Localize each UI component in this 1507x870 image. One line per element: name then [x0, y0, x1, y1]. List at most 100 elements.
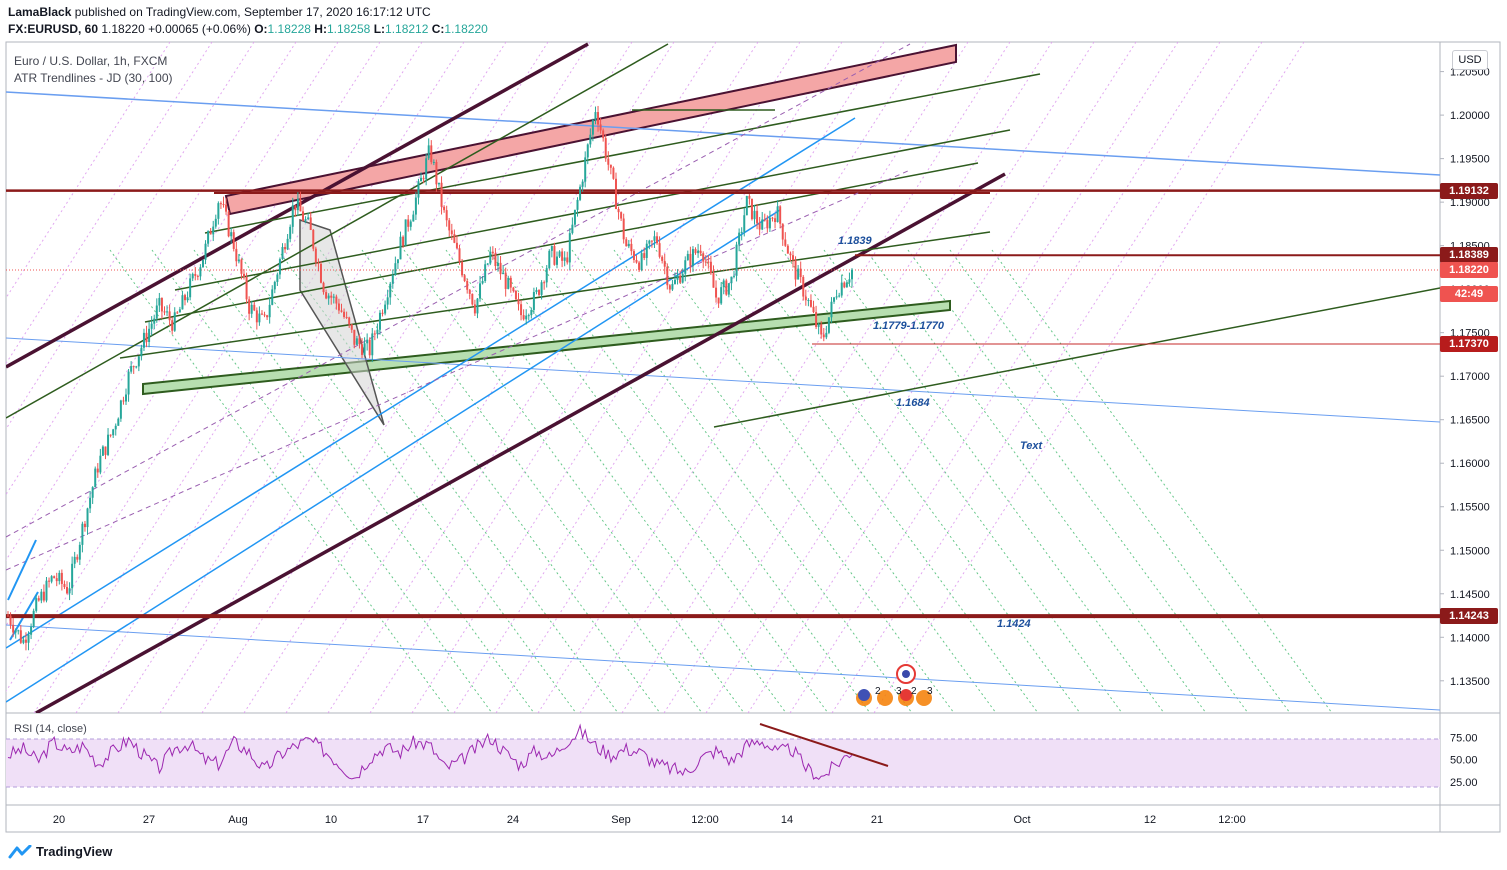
main-pane[interactable]: 1.1839 1.1779-1.1770 1.1684 Text 1.1424 2 3 …	[0, 42, 1440, 713]
fan-line-green	[403, 249, 745, 713]
candle-body	[196, 275, 199, 277]
candle-body	[614, 178, 617, 210]
candle-body	[807, 300, 810, 302]
candle-body	[558, 251, 561, 257]
candle-body	[851, 269, 853, 280]
candle-body	[579, 186, 582, 200]
rsi-divergence-line	[759, 723, 889, 767]
candle-body	[848, 279, 851, 283]
candle-body	[337, 303, 340, 311]
trendline	[713, 287, 1440, 428]
candle-body	[37, 598, 40, 601]
candle-body	[704, 261, 707, 263]
candle-body	[648, 240, 651, 244]
candle-body	[255, 310, 258, 323]
candle-body	[738, 232, 741, 245]
candle-body	[101, 446, 104, 456]
candle-body	[112, 429, 115, 436]
candle-body	[509, 277, 512, 288]
price-axis[interactable]: 1.205001.200001.195001.190001.185001.180…	[1440, 67, 1490, 688]
rsi-pane[interactable]	[6, 723, 1440, 788]
candle-body	[520, 304, 523, 316]
fan-line-green	[823, 249, 1165, 713]
candle-body	[425, 158, 428, 180]
rsi-title[interactable]: RSI (14, close)	[14, 723, 87, 735]
earnings-flags-icon[interactable]: 2 3 2 3	[856, 686, 933, 706]
event-markers[interactable]: 2 3 2 3	[856, 664, 933, 706]
candle-body	[430, 145, 433, 163]
candle-body	[19, 630, 22, 643]
candle-body	[53, 576, 56, 579]
candle-body	[822, 334, 825, 338]
annotation-label: 1.1839	[838, 235, 873, 247]
fan-line-magenta	[747, 42, 1179, 713]
candle-body	[150, 323, 153, 329]
currency-badge[interactable]: USD	[1452, 50, 1488, 70]
rsi-axis[interactable]: 75.00 50.00 25.00	[1450, 732, 1478, 789]
chart-title: Euro / U.S. Dollar, 1h, FXCM	[14, 54, 168, 68]
indicator-title[interactable]: ATR Trendlines - JD (30, 100)	[14, 71, 173, 85]
candle-body	[843, 282, 846, 288]
candle-body	[486, 263, 489, 265]
candle-body	[507, 277, 510, 289]
time-axis[interactable]: 20 27 Aug 10 17 24 Sep 12:00 14 21 Oct 12 12:00	[53, 814, 1246, 826]
candle-body	[409, 221, 412, 227]
candle-body	[468, 289, 471, 294]
candle-body	[512, 287, 515, 291]
candle-body	[532, 292, 535, 310]
candle-body	[645, 243, 648, 258]
fan-line-green	[865, 249, 1207, 713]
rsi-tick-label: 75.00	[1450, 732, 1478, 744]
candle-body	[607, 158, 610, 165]
publisher-name[interactable]: LamaBlack	[8, 5, 72, 19]
candle-body	[14, 630, 17, 633]
candle-body	[722, 280, 725, 288]
price-label: 1.18220	[1440, 262, 1498, 279]
candle-body	[66, 587, 69, 594]
price-label: 1.19132	[1440, 182, 1498, 199]
candle-body	[7, 615, 9, 617]
candle-body	[784, 239, 787, 246]
candle-body	[158, 297, 161, 306]
candle-body	[343, 311, 346, 318]
trendline	[204, 73, 1041, 234]
candle-body	[427, 145, 430, 159]
candle-body	[12, 624, 15, 633]
fan-line-green	[907, 249, 1249, 713]
candle-body	[504, 272, 507, 289]
low-label: L:	[373, 22, 386, 36]
candle-body	[717, 297, 720, 304]
candle-body	[168, 311, 171, 321]
fan-line-magenta	[705, 42, 1137, 713]
candle-series	[7, 105, 853, 651]
candle-body	[538, 290, 541, 295]
candle-body	[258, 313, 261, 323]
trendline	[6, 337, 1440, 423]
tradingview-logo[interactable]: TradingView	[8, 844, 112, 859]
candle-body	[99, 455, 102, 473]
candle-body	[201, 259, 204, 268]
candle-body	[376, 329, 379, 334]
candle-body	[204, 243, 207, 260]
price-tick-label: 1.19000	[1450, 197, 1490, 209]
candle-body	[86, 508, 89, 528]
candle-body	[407, 219, 410, 227]
published-text: published on TradingView.com, September …	[74, 5, 431, 19]
candle-body	[268, 304, 271, 318]
candle-body	[448, 220, 451, 231]
candle-body	[686, 253, 689, 261]
price-tick-label: 1.19500	[1450, 154, 1490, 166]
candle-body	[155, 305, 158, 319]
candle-body	[58, 572, 61, 582]
candle-body	[491, 251, 494, 254]
candle-body	[563, 257, 566, 261]
high-value: 1.18258	[326, 22, 371, 36]
price-label: 1.17370	[1440, 335, 1498, 352]
low-value: 1.18212	[385, 22, 429, 36]
open-value: 1.18228	[267, 22, 311, 36]
time-tick-label: 12:00	[691, 814, 719, 826]
candle-body	[437, 182, 440, 185]
candle-body	[273, 281, 276, 290]
tradingview-brand: TradingView	[36, 844, 113, 859]
